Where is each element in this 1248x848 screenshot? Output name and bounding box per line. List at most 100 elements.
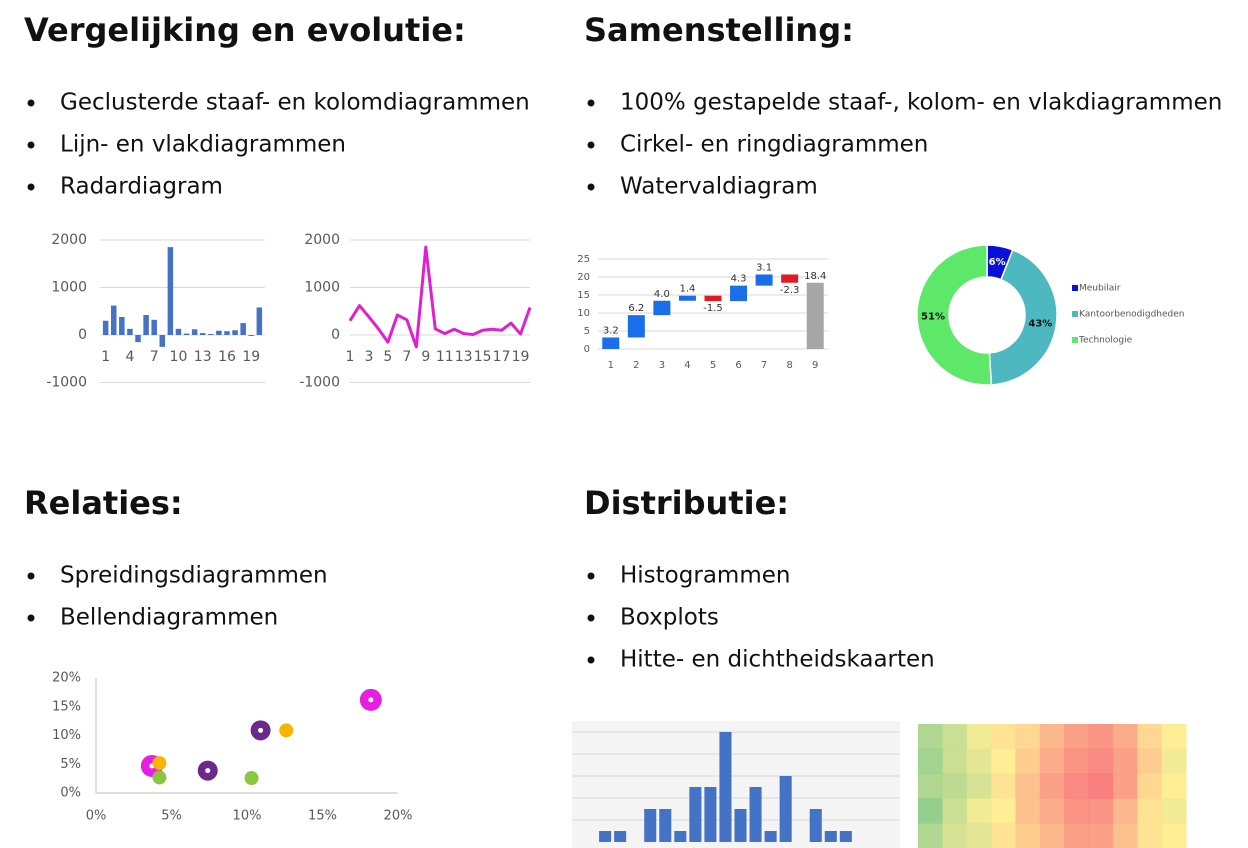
heatmap-cell <box>966 773 992 799</box>
line <box>348 245 532 349</box>
y-tick-label: 2000 <box>51 232 87 248</box>
bar <box>111 305 117 335</box>
bubble-center <box>368 697 374 703</box>
bubble <box>152 770 167 785</box>
data-label: 18.4 <box>804 271 826 282</box>
section-title: Relaties: <box>24 484 183 522</box>
x-tick-label: 19 <box>242 349 260 365</box>
y-tick-label: 0 <box>584 344 590 355</box>
bubble-center <box>205 768 211 774</box>
x-tick-label: 10 <box>170 349 188 365</box>
bubble <box>152 756 167 771</box>
bullet-text: Histogrammen <box>620 563 790 589</box>
histogram-bar <box>689 787 702 842</box>
heatmap-cell <box>1112 798 1138 824</box>
x-tick-label: 1 <box>346 349 355 365</box>
data-label: 51% <box>921 312 945 323</box>
bullet-text: Watervaldiagram <box>620 174 818 200</box>
x-tick-label: 5 <box>383 349 392 365</box>
heatmap-cell <box>991 748 1016 775</box>
x-tick-label: 13 <box>194 349 212 365</box>
bar <box>224 331 230 335</box>
section-title: Samenstelling: <box>584 11 854 49</box>
histogram-bar <box>599 831 612 842</box>
heatmap-cell <box>1088 724 1114 750</box>
heatmap-cell <box>1161 798 1187 824</box>
waterfall-bar <box>755 274 773 286</box>
y-tick-label: 5 <box>584 326 590 337</box>
y-tick-label: 15 <box>577 290 590 301</box>
donut-segment <box>988 248 1058 386</box>
bar <box>256 307 263 335</box>
histogram-bar <box>824 831 837 842</box>
heatmap-cell <box>1015 823 1041 848</box>
donut-segment <box>916 244 993 386</box>
heatmap-cell <box>966 748 992 775</box>
x-tick-label: 4 <box>684 360 690 371</box>
bullet-dot <box>587 183 595 191</box>
bar <box>119 316 125 335</box>
heatmap-cell <box>1112 773 1138 799</box>
histogram-bar <box>659 809 672 842</box>
heatmap-cell <box>918 748 943 775</box>
waterfall-bar <box>678 295 696 301</box>
heatmap-cell <box>1112 724 1138 750</box>
y-tick-label: 5% <box>60 757 81 772</box>
heatmap-cell <box>1088 823 1114 848</box>
bar <box>208 334 214 335</box>
heatmap-cell <box>1015 798 1041 824</box>
bullet-dot <box>587 141 595 149</box>
heatmap-cell <box>1088 748 1114 775</box>
bullet-dot <box>587 614 595 622</box>
histogram-bar <box>674 831 687 842</box>
bullet-dot <box>27 141 35 149</box>
histogram-bar <box>749 787 762 842</box>
data-label: 3.2 <box>603 325 619 336</box>
heatmap-cell <box>1039 773 1065 799</box>
heatmap-cell <box>1064 798 1090 824</box>
histogram-bar <box>779 776 792 842</box>
data-label: 6% <box>989 257 1006 268</box>
bullet-text: Spreidingsdiagrammen <box>60 563 328 589</box>
data-label: -2.3 <box>780 285 800 296</box>
x-tick-label: 7 <box>402 349 411 365</box>
legend-label: Technologie <box>1078 336 1133 346</box>
heatmap-cell <box>1137 823 1163 848</box>
section-title: Distributie: <box>584 484 789 522</box>
x-tick-label: 5 <box>710 360 716 371</box>
histogram-bar <box>614 831 627 842</box>
bar <box>159 335 166 347</box>
waterfall-bar <box>781 274 799 283</box>
x-tick-label: 7 <box>761 360 767 371</box>
heatmap-cell <box>942 748 968 775</box>
x-tick-label: 5% <box>161 809 182 824</box>
x-tick-label: 1 <box>608 360 614 371</box>
heatmap-cell <box>1064 748 1090 775</box>
bar <box>102 320 109 335</box>
heatmap-cell <box>1137 748 1163 775</box>
x-tick-label: 11 <box>436 349 454 365</box>
x-tick-label: 8 <box>786 360 792 371</box>
waterfall-bar <box>806 282 824 349</box>
bullet-dot <box>27 614 35 622</box>
bubble-center <box>258 727 264 733</box>
data-label: 4.0 <box>654 289 670 300</box>
heatmap-cell <box>918 773 943 799</box>
heatmap-cell <box>1137 724 1163 750</box>
x-tick-label: 10% <box>233 809 262 824</box>
heatmap-cell <box>1112 823 1138 848</box>
histogram-bar <box>734 809 747 842</box>
heatmap-cell <box>1064 724 1090 750</box>
y-tick-label: 20% <box>52 671 81 686</box>
histogram-bar <box>719 732 732 842</box>
bar <box>216 330 222 335</box>
heatmap-cell <box>1039 748 1065 775</box>
y-tick-label: 10 <box>577 308 590 319</box>
bullet-text: Bellendiagrammen <box>60 605 278 631</box>
heatmap-cell <box>1064 823 1090 848</box>
x-tick-label: 7 <box>150 349 159 365</box>
heatmap-cell <box>966 798 992 824</box>
bullet-dot <box>27 572 35 580</box>
heatmap-cell <box>991 773 1016 799</box>
